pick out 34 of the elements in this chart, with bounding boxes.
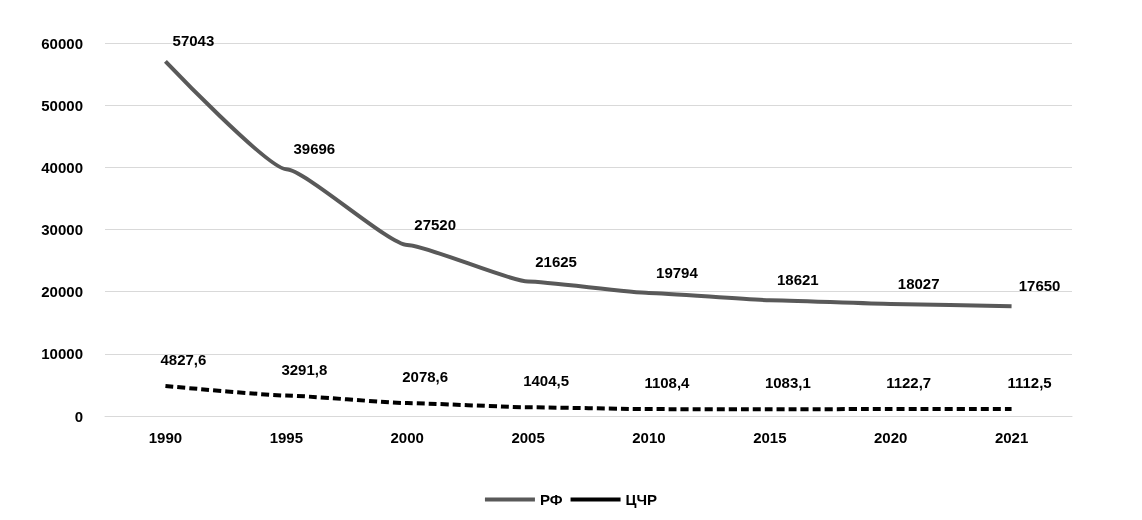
x-tick-label: 1995 xyxy=(269,429,303,446)
data-label: 1083,1 xyxy=(764,374,811,392)
x-tick-label: 1990 xyxy=(148,429,183,446)
data-label: 1108,4 xyxy=(644,374,691,392)
data-label: 3291,8 xyxy=(281,360,328,378)
legend-label: ЦЧР xyxy=(625,491,658,508)
data-label: 4827,6 xyxy=(160,350,207,368)
data-label: 1112,5 xyxy=(1007,374,1052,392)
data-label: 18027 xyxy=(897,274,940,292)
y-tick-label: 30000 xyxy=(41,221,83,238)
y-tick-label: 0 xyxy=(74,407,83,425)
x-tick-label: 2010 xyxy=(632,429,666,446)
x-tick-label: 2020 xyxy=(874,429,908,446)
data-label: 57043 xyxy=(172,32,215,50)
x-tick-label: 2015 xyxy=(753,429,787,446)
x-tick-label: 2000 xyxy=(390,429,424,446)
data-label: 1122,7 xyxy=(886,374,932,392)
data-label: 19794 xyxy=(656,263,699,281)
data-label: 21625 xyxy=(535,252,577,270)
data-label: 1404,5 xyxy=(523,372,570,390)
y-tick-label: 50000 xyxy=(41,96,83,114)
data-label: 39696 xyxy=(293,140,336,158)
data-label: 17650 xyxy=(1018,277,1061,295)
data-label: 2078,6 xyxy=(402,368,449,386)
x-tick-label: 2005 xyxy=(511,429,545,446)
y-tick-label: 60000 xyxy=(41,34,83,52)
legend-label: РФ xyxy=(539,491,563,508)
data-label: 18621 xyxy=(776,271,819,289)
y-tick-label: 10000 xyxy=(41,345,83,363)
data-label: 27520 xyxy=(414,215,457,233)
x-tick-label: 2021 xyxy=(994,429,1029,446)
y-tick-label: 40000 xyxy=(41,158,83,176)
y-tick-label: 20000 xyxy=(41,283,83,301)
line-series xyxy=(163,59,1014,309)
